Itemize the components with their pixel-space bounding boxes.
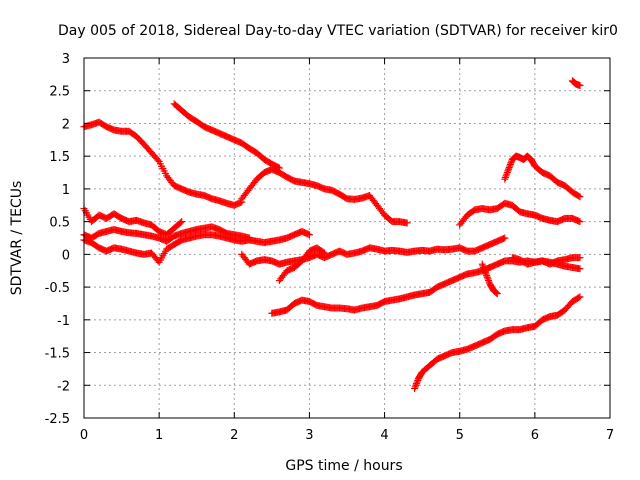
data-point [502,172,510,180]
data-point [479,262,487,270]
data-point [274,163,282,171]
data-point [483,273,491,281]
data-point [482,270,490,278]
data-point [481,267,489,275]
y-tick-label: 1 [62,183,70,198]
data-point [504,167,512,175]
data-point [275,164,283,172]
x-tick-label: 3 [305,428,313,443]
data-series [411,293,584,393]
x-tick-label: 5 [456,428,464,443]
data-point [507,159,515,167]
data-point [576,265,584,273]
x-tick-label: 4 [380,428,388,443]
data-series [508,254,584,268]
data-point [506,160,514,168]
y-tick-label: 0.5 [49,216,70,231]
chart-title: Day 005 of 2018, Sidereal Day-to-day VTE… [58,23,618,39]
y-tick-label: -2.5 [45,412,70,427]
data-series [238,234,509,268]
data-point [481,268,489,276]
ticks-layer: 0 1 2 3 4 5 6 7 -2.5 -2 -1.5 -1 -0.5 0 0.5 1 1.5 2 2.5 3 [45,52,615,443]
data-point [506,162,514,170]
data-point [319,248,327,256]
data-series [238,165,411,227]
data-series [80,227,313,266]
y-axis-title: SDTVAR / TECUs [9,181,25,296]
data-point [484,275,492,283]
data-point [501,175,509,183]
data-point [505,164,513,172]
data-point [485,277,493,285]
data-series [80,118,246,209]
plot-frame [83,57,611,419]
data-point [480,265,488,273]
data-point [576,218,584,226]
data-point [154,156,162,164]
data-point [576,193,584,201]
data-point [576,293,584,301]
y-tick-label: 2.5 [49,85,70,100]
y-tick-label: -1.5 [45,347,70,362]
data-point [575,192,583,200]
data-point [503,170,511,178]
y-tick-label: 0 [62,248,70,263]
x-tick-label: 0 [80,428,88,443]
data-point [320,249,328,257]
data-point [178,218,186,226]
data-point [505,165,513,173]
data-point [575,294,583,302]
x-tick-label: 2 [230,428,238,443]
data-point [501,173,509,181]
data-series [80,205,186,239]
data-point [411,383,419,391]
data-series [275,244,328,285]
x-axis-title: GPS time / hours [285,458,402,474]
y-tick-label: -1 [57,314,70,329]
data-point [503,169,511,177]
data-point [493,290,501,298]
x-tick-label: 7 [606,428,614,443]
y-tick-label: -2 [57,379,70,394]
data-point [480,263,488,271]
data-point [411,385,419,393]
y-tick-label: 1.5 [49,150,70,165]
data-series [80,223,253,245]
data-point [305,231,313,239]
data-point [176,219,184,227]
y-tick-label: -0.5 [45,281,70,296]
data-point [412,381,420,389]
data-series [568,77,584,89]
x-tick-label: 1 [155,428,163,443]
data-series [478,260,501,298]
data-point [478,260,486,268]
data-point [576,81,584,89]
data-series [170,100,283,172]
data-point [403,219,411,227]
data-series [456,199,584,229]
data-series [501,152,584,201]
data-point [413,378,421,386]
y-tick-label: 3 [62,52,70,67]
y-tick-label: 2 [62,117,70,132]
x-tick-label: 6 [531,428,539,443]
data-points-layer [80,77,584,393]
data-point [413,380,421,388]
data-point [483,272,491,280]
data-point [576,254,584,262]
data-point [501,234,509,242]
